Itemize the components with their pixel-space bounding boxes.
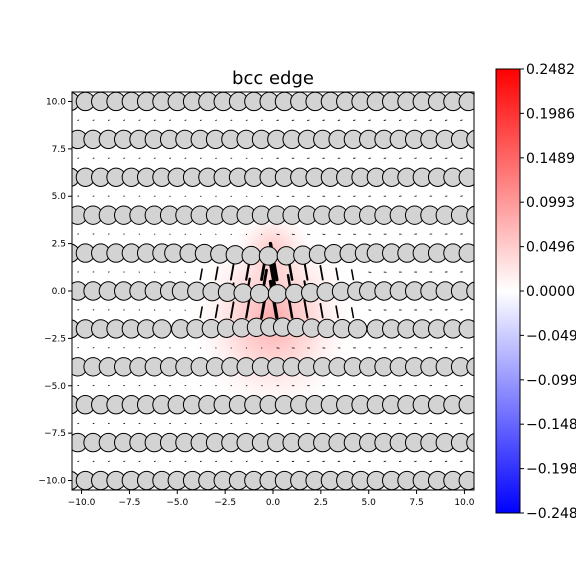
arrow	[350, 307, 355, 319]
colorbar-tick-label: 0.2482	[526, 62, 575, 78]
colorbar-tick-label: 0.0993	[526, 195, 575, 211]
y-tick-label: 10.0	[46, 97, 66, 107]
arrow	[335, 305, 339, 319]
field-map	[184, 203, 362, 424]
atom	[466, 281, 474, 301]
plot-area	[72, 92, 474, 490]
y-tick-label: −2.5	[44, 334, 66, 344]
atom	[347, 319, 368, 339]
x-tick-label: 5.0	[362, 498, 377, 508]
y-tick-label: −10.0	[38, 477, 66, 487]
colorbar	[495, 68, 521, 514]
arrow	[319, 265, 324, 281]
colorbar-tick-label: −0.0993	[526, 373, 576, 389]
arrow	[319, 302, 324, 319]
x-tick-label: −10.0	[68, 498, 96, 508]
atom	[458, 470, 474, 490]
y-tick-label: 2.5	[52, 240, 66, 250]
colorbar-axis: 0.2482 0.1986 0.1489 0.0993 0.0496 0.0000 −0.0…	[520, 62, 576, 522]
x-tick-label: 7.5	[409, 498, 423, 508]
atom	[458, 319, 474, 339]
atom	[466, 205, 474, 225]
arrow	[229, 263, 235, 281]
y-axis: −10.0 −7.5 −5.0 −2.5 0.0 2.5 5.0 7.5 10.0	[38, 97, 72, 487]
atom	[152, 319, 172, 339]
x-tick-label: 10.0	[454, 498, 474, 508]
atom	[241, 245, 261, 266]
arrow	[214, 304, 219, 319]
arrow	[335, 267, 339, 281]
arrow	[276, 233, 280, 236]
arrow	[214, 266, 219, 281]
colorbar-tick-label: −0.1489	[526, 417, 576, 433]
atom	[267, 284, 288, 304]
arrow	[303, 261, 309, 281]
colorbar-tick-label: 0.0496	[526, 240, 575, 256]
atom	[466, 129, 474, 149]
y-tick-label: −7.5	[44, 429, 66, 439]
colorbar-tick-label: 0.1986	[526, 106, 575, 122]
x-tick-label: 2.5	[314, 498, 328, 508]
x-tick-label: −7.5	[118, 498, 140, 508]
atom	[466, 433, 474, 453]
chart-title: bcc edge	[232, 68, 314, 89]
arrow	[350, 269, 355, 281]
arrow	[291, 233, 295, 236]
atom	[233, 283, 253, 303]
arrow	[245, 296, 251, 319]
arrow	[199, 268, 203, 281]
atom	[458, 395, 474, 415]
x-tick-label: −5.0	[166, 498, 188, 508]
y-tick-label: −5.0	[44, 382, 66, 392]
atom	[458, 243, 474, 263]
y-tick-label: 7.5	[52, 145, 66, 155]
atom	[458, 92, 474, 112]
atom	[258, 246, 279, 266]
atom	[458, 167, 474, 187]
colorbar-tick-label: −0.1986	[526, 462, 576, 478]
atom	[249, 283, 270, 304]
y-tick-label: 5.0	[52, 192, 67, 202]
x-axis: −10.0 −7.5 −5.0 −2.5 0.0 2.5 5.0 7.5 10.0	[68, 490, 475, 508]
atom-layer	[72, 92, 474, 490]
colorbar-tick-label: −0.0496	[526, 328, 576, 344]
y-tick-label: 0.0	[52, 287, 67, 297]
x-tick-label: −2.5	[214, 498, 236, 508]
arrow	[303, 299, 309, 319]
colorbar-tick-label: −0.2482	[526, 506, 576, 522]
arrow	[199, 306, 203, 319]
arrow	[229, 301, 235, 319]
atom	[466, 357, 474, 377]
x-tick-label: 0.0	[266, 498, 281, 508]
atom	[276, 246, 297, 266]
colorbar-tick-label: 0.1489	[526, 151, 575, 167]
colorbar-tick-label: 0.0000	[526, 284, 575, 300]
